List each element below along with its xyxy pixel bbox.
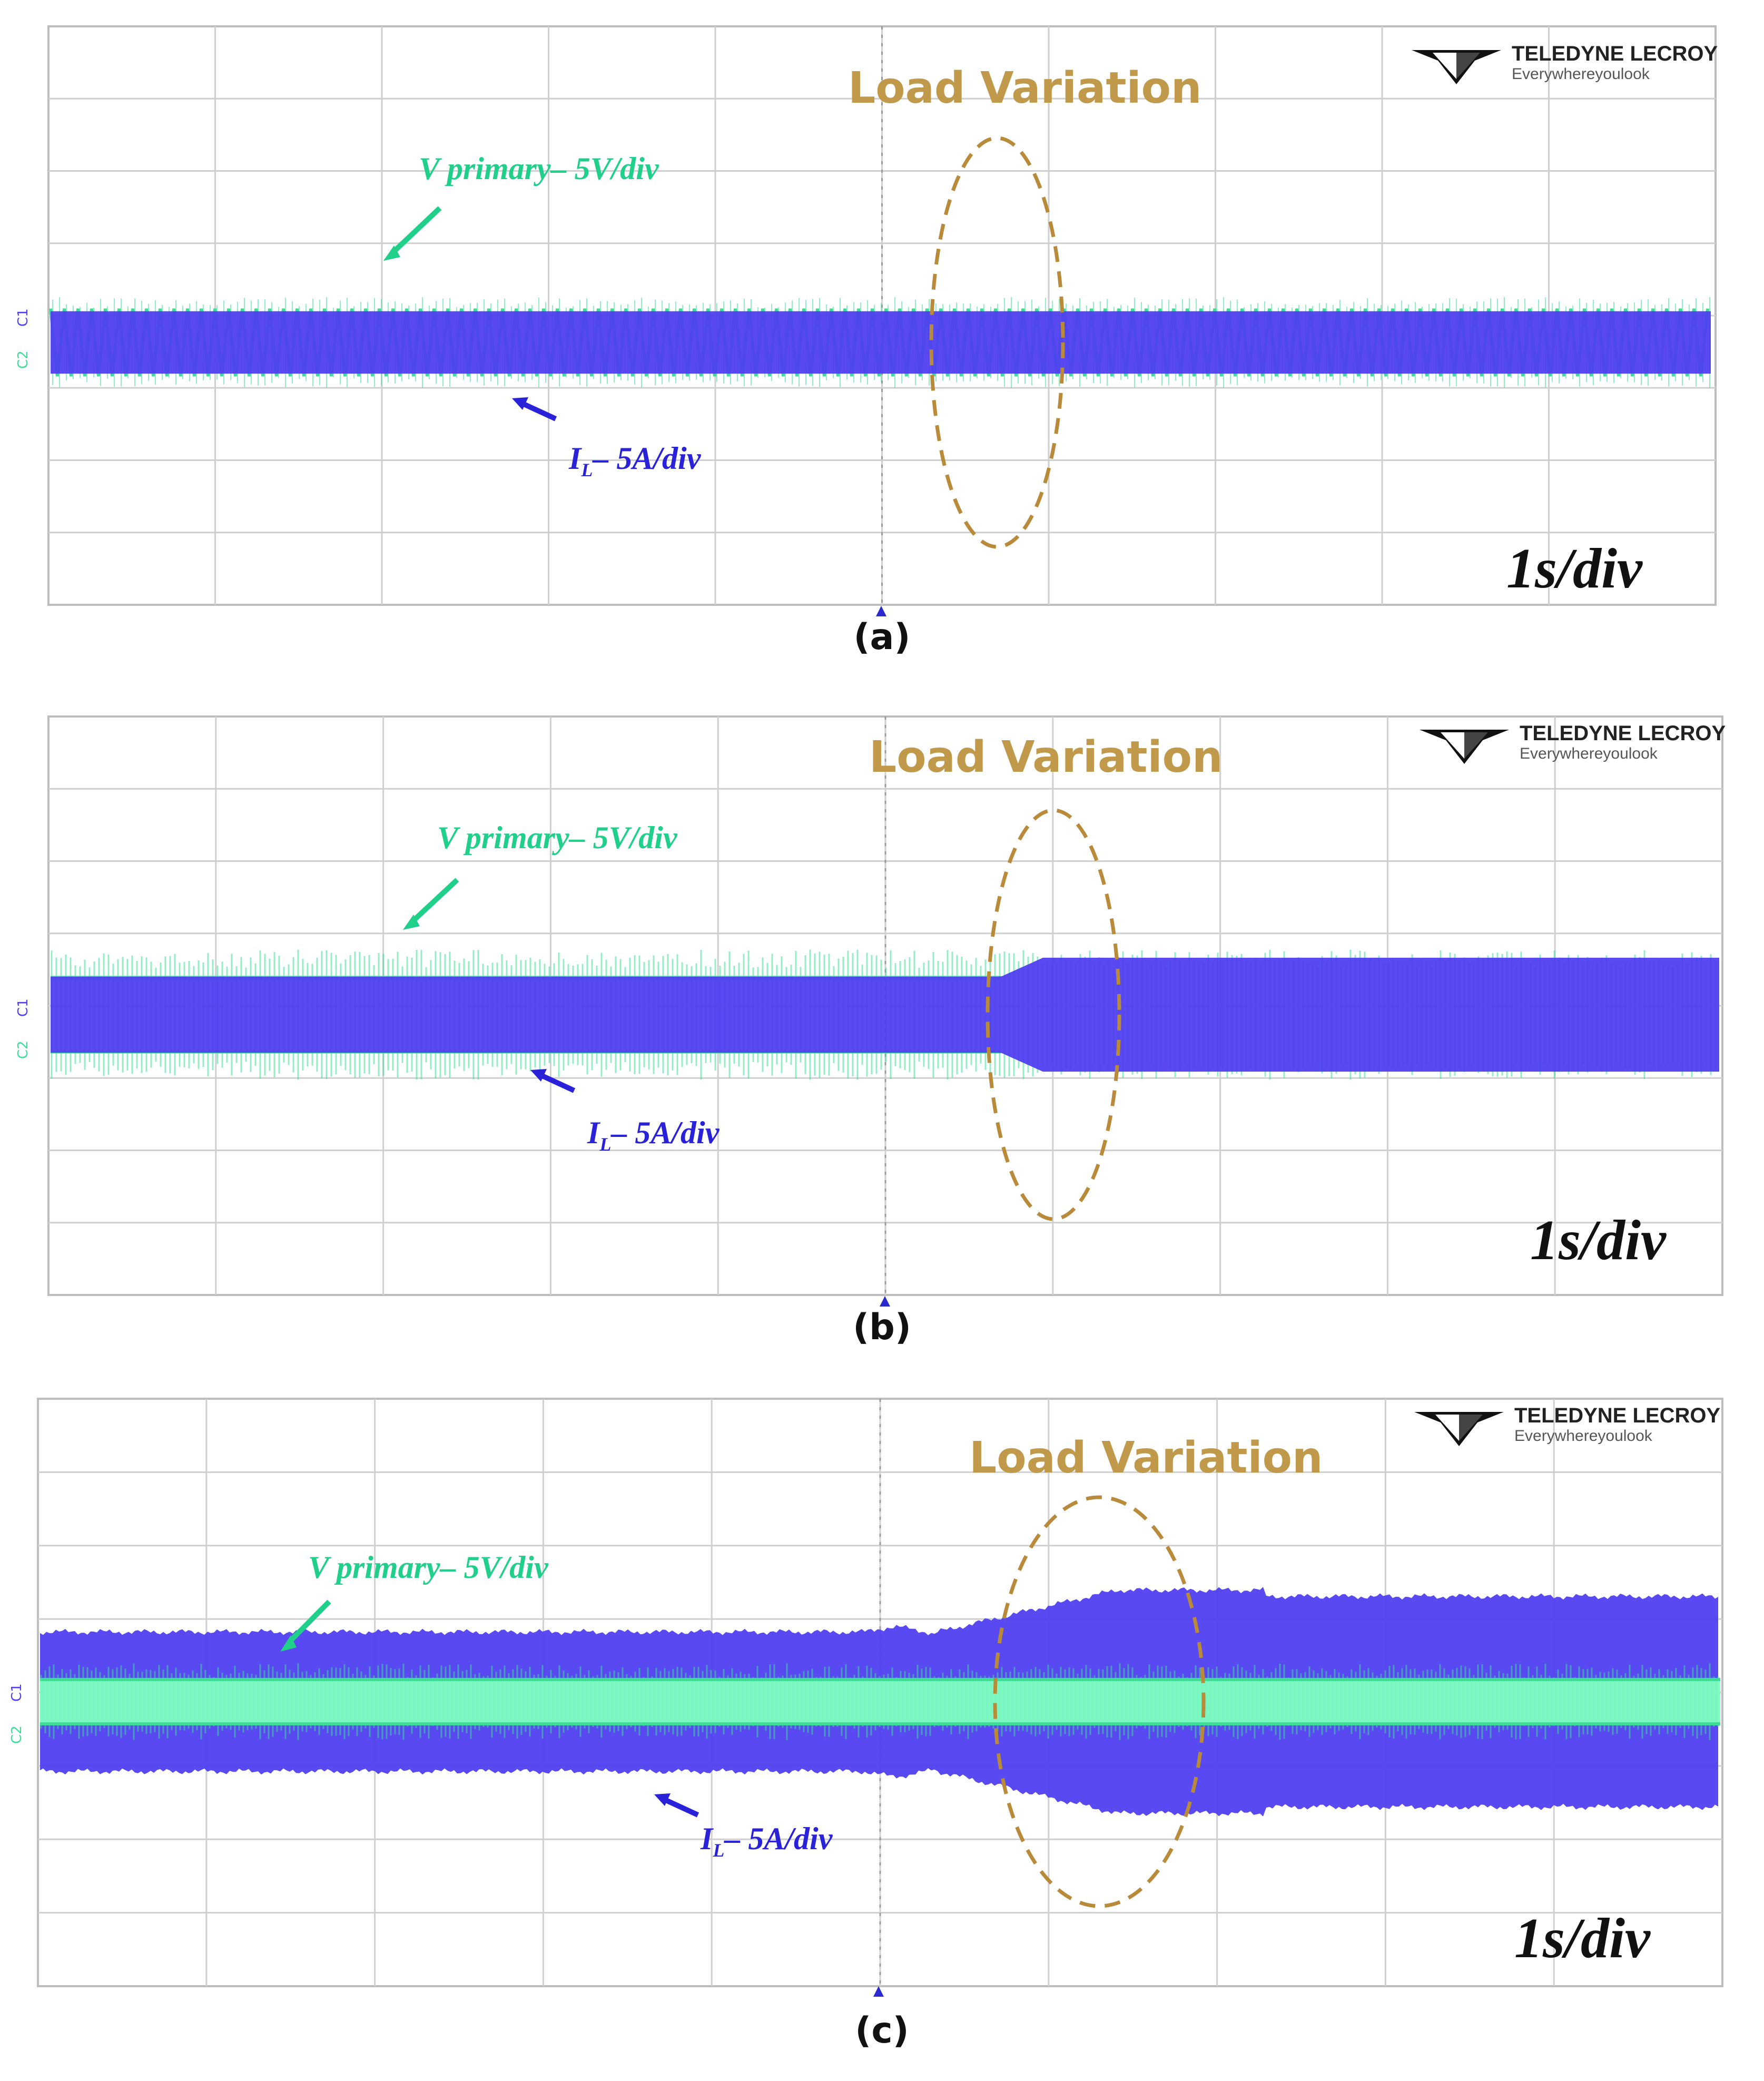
label-v-primary: V primary– 5V/div [419,151,659,186]
brand-logo: TELEDYNE LECROY Everywhereyoulook [1414,1404,1720,1446]
arrow-head-il [512,397,528,410]
trigger-marker [873,1986,884,1997]
voltage-envelope [40,1679,1720,1724]
channel-markers: C1 C2 [15,998,31,1059]
figure-a: C1 C2 Load Variation V primary– 5V/div I… [0,0,1764,680]
voltage-trace [40,1663,1720,1740]
arrow-v-primary [410,878,459,924]
svg-text:Everywhereyoulook: Everywhereyoulook [1514,1427,1653,1445]
channel-markers: C1 C2 [15,308,31,369]
scope-a: C1 C2 Load Variation V primary– 5V/div I… [15,25,1718,616]
svg-text:C1: C1 [15,998,31,1017]
arrow-head-v [403,915,420,930]
annotation-load-variation: Load Variation [848,63,1201,113]
brand-logo: TELEDYNE LECROY Everywhereyoulook [1412,42,1718,84]
label-v-primary: V primary– 5V/div [437,820,678,855]
svg-text:C1: C1 [15,308,31,327]
current-trace [51,957,1719,1072]
figure-c: C1 C2 Load Variation V primary– 5V/div I… [0,1386,1764,2081]
arrow-head-v [280,1635,297,1652]
svg-text:Everywhereyoulook: Everywhereyoulook [1512,65,1650,83]
brand-logo: TELEDYNE LECROY Everywhereyoulook [1420,722,1726,764]
current-trace [51,311,1711,374]
label-il: IL– 5A/div [700,1821,833,1861]
timebase-label: 1s/div [1530,1209,1667,1272]
arrow-head-v [383,246,400,261]
arrow-il [520,400,557,421]
svg-text:TELEDYNE LECROY: TELEDYNE LECROY [1520,722,1726,745]
caption-b: (b) [853,1307,911,1348]
current-envelope [51,957,1719,1072]
caption-c: (c) [855,2010,909,2051]
svg-text:Everywhereyoulook: Everywhereyoulook [1520,745,1658,762]
load-variation-ellipse [993,1495,1206,1908]
label-il: IL– 5A/div [568,441,702,480]
arrow-v-primary [287,1599,331,1645]
scope-c: C1 C2 Load Variation V primary– 5V/div I… [9,1398,1723,1997]
svg-text:C2: C2 [9,1725,25,1744]
timebase-label: 1s/div [1514,1907,1651,1970]
caption-a: (a) [853,616,911,658]
voltage-edge [40,1677,1720,1726]
arrow-il [662,1797,699,1818]
label-v-primary: V primary– 5V/div [308,1550,549,1585]
trigger-marker [876,606,886,616]
load-variation-ellipse [929,136,1065,549]
scope-b: C1 C2 Load Variation V primary– 5V/div I… [15,715,1726,1307]
channel-markers: C1 C2 [9,1683,25,1744]
arrow-head-il [654,1793,671,1806]
svg-text:C2: C2 [15,1040,31,1059]
svg-text:C2: C2 [15,350,31,369]
svg-text:IL– 5A/div: IL– 5A/div [587,1115,720,1155]
arrow-v-primary [390,206,442,255]
current-envelope [51,311,1711,374]
svg-text:C1: C1 [9,1683,25,1702]
arrow-head-il [530,1069,547,1082]
load-variation-ellipse [986,808,1121,1221]
label-il: IL– 5A/div [587,1115,720,1155]
figure-b: C1 C2 Load Variation V primary– 5V/div I… [0,690,1764,1370]
annotation-load-variation: Load Variation [869,732,1223,782]
arrow-il [538,1072,576,1093]
annotation-load-variation: Load Variation [969,1433,1323,1483]
svg-text:TELEDYNE LECROY: TELEDYNE LECROY [1514,1404,1720,1427]
svg-text:IL– 5A/div: IL– 5A/div [568,441,702,480]
svg-text:TELEDYNE LECROY: TELEDYNE LECROY [1512,42,1718,65]
svg-text:IL– 5A/div: IL– 5A/div [700,1821,833,1861]
trigger-marker [880,1296,890,1307]
timebase-label: 1s/div [1506,537,1643,600]
